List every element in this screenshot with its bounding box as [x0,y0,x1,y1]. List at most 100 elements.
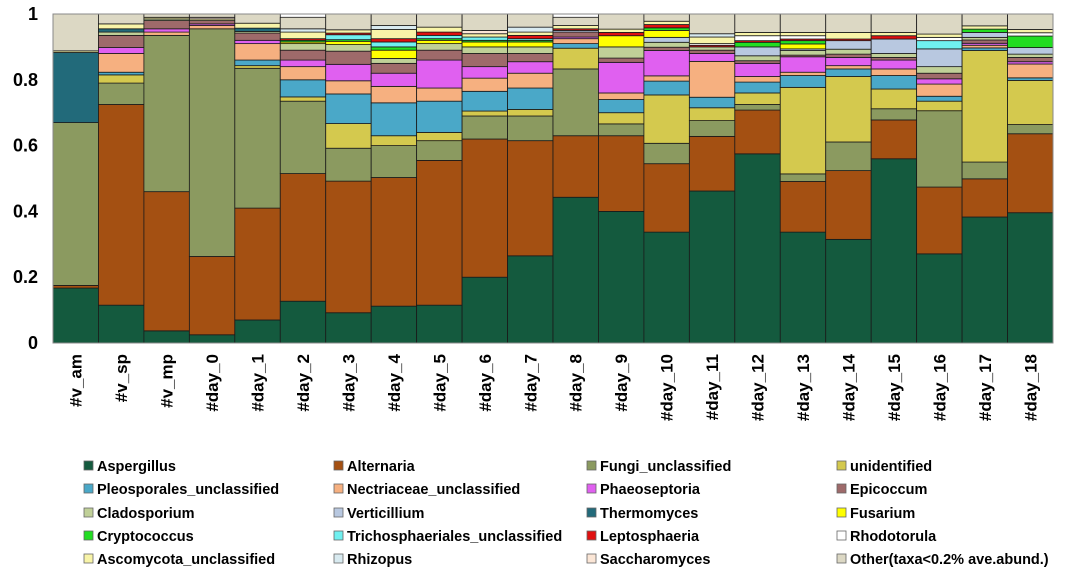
bar-segment-day-16-pleosporales-unclassified [916,95,963,102]
legend-label: Other(taxa<0.2% ave.abund.) [850,552,1049,568]
bar-segment-day-10-verticillium [643,36,690,43]
bar-segment-day-0-fungi-unclassified [188,28,236,257]
bar-segment-v-sp-unidentified [98,74,145,84]
bar-segment-day-5-other-taxa-0-2-ave-abund [416,13,463,28]
bar-segment-v-am-other-taxa-0-2-ave-abund [52,13,99,52]
legend-label: Rhodotorula [850,529,937,545]
y-tick-label: 0.4 [13,201,38,221]
legend-item-alternaria: Alternaria [333,459,416,475]
bar-segment-day-10-cladosporium [643,41,690,48]
bar-segment-day-12-cryptococcus [734,41,781,48]
bar-segment-day-18-cladosporium [1007,53,1054,58]
bar-segment-day-10-epicoccum [643,46,690,51]
legend-label: unidentified [850,459,932,475]
bar-segment-day-4-cryptococcus [370,46,418,51]
bar-segment-day-18-fungi-unclassified [1007,124,1054,135]
bar-segment-day-3-cladosporium [325,44,372,52]
bar-segment-day-4-alternaria [370,177,418,307]
bar-segment-v-mp-phaeoseptoria [143,28,190,33]
bar-segment-v-mp-aspergillus [143,330,190,344]
bar-segment-day-14-aspergillus [825,238,872,344]
bar-segment-day-1-other-taxa-0-2-ave-abund [234,13,281,24]
bar-segment-day-1-aspergillus [234,319,281,344]
bar-segment-day-12-rhodotorula [734,35,781,42]
legend-label: Aspergillus [97,459,176,475]
x-tick-label: #day_11 [703,354,722,420]
legend-item-thermomyces: Thermomyces [586,506,698,522]
y-tick-label: 1 [28,4,38,24]
bar-segment-day-12-pleosporales-unclassified [734,81,781,94]
bar-segment-day-15-cladosporium [870,53,918,58]
bar-segment-day-9-fungi-unclassified [598,123,645,137]
bar-segment-day-2-alternaria [279,173,327,302]
x-tick-label: #day_16 [930,354,949,421]
bar-segment-day-9-other-taxa-0-2-ave-abund [598,13,645,30]
bar-segment-day-9-cladosporium [598,46,645,59]
x-tick-label: #day_12 [749,354,768,421]
legend-label: Cladosporium [97,506,194,522]
bar-segment-day-14-unidentified [825,76,872,143]
bar-segment-day-16-cladosporium [916,66,963,74]
x-tick-label: #day_6 [476,354,495,412]
bar-segment-day-5-leptosphaeria [416,31,463,36]
bar-segment-day-7-alternaria [507,140,554,257]
legend-item-pleosporales-unclassified: Pleosporales_unclassified [83,482,279,498]
bar-segment-day-5-nectriaceae-unclassified [416,87,463,102]
bar-segment-day-13-cladosporium [779,50,827,56]
bar-segment-day-14-phaeoseptoria [825,57,872,67]
bar-segment-day-5-epicoccum [416,49,463,61]
legend-swatch [83,553,94,564]
x-tick-label: #day_7 [521,354,540,412]
bar-segment-day-5-fungi-unclassified [416,140,463,161]
x-axis: #v_am #v_sp #v_mp #day_0 #day_1 #day_2 #day_3 #… [67,353,1041,421]
legend-item-leptosphaeria: Leptosphaeria [586,529,700,545]
bar-segment-day-10-fungi-unclassified [643,142,690,165]
x-tick-label: #v_am [67,354,86,407]
legend-swatch [586,553,597,564]
bar-segment-day-10-nectriaceae-unclassified [643,75,690,82]
legend-swatch [586,460,597,471]
bar-segment-day-16-rhodotorula [916,36,963,42]
bar-segment-day-16-phaeoseptoria [916,78,963,85]
bar-segment-day-2-epicoccum [279,49,327,61]
bar-segment-day-6-cladosporium [461,46,508,54]
legend-swatch [333,507,344,518]
bar-segment-day-2-aspergillus [279,300,327,344]
bar-segment-day-12-verticillium [734,46,781,57]
bar-segment-day-11-aspergillus [688,190,736,344]
bar-segment-day-5-ascomycota-unclassified [416,26,463,33]
legend-label: Thermomyces [600,506,698,522]
bar-segment-day-6-epicoccum [461,53,508,68]
legend-label: Verticillium [347,506,424,522]
bar-segment-day-10-pleosporales-unclassified [643,80,690,96]
bar-segment-day-3-aspergillus [325,312,372,344]
bar-segment-day-13-other-taxa-0-2-ave-abund [779,13,827,33]
legend-item-trichosphaeriales-unclassified: Trichosphaeriales_unclassified [333,529,562,545]
bar-segment-day-17-cryptococcus [961,28,1008,33]
bar-segment-day-7-fungi-unclassified [507,115,554,142]
bar-segment-day-1-pleosporales-unclassified [234,59,281,67]
bar-segment-day-1-thermomyces [234,27,281,32]
bar-segment-day-18-verticillium [1007,47,1054,55]
bar-segment-day-18-aspergillus [1007,212,1054,344]
bar-segment-day-3-fungi-unclassified [325,147,372,182]
legend-item-verticillium: Verticillium [333,506,424,522]
bar-segment-day-4-pleosporales-unclassified [370,102,418,137]
bar-segment-day-17-epicoccum [961,39,1008,44]
bar-segment-day-16-ascomycota-unclassified [916,33,963,38]
legend-item-fusarium: Fusarium [836,506,915,522]
bar-segment-day-0-nectriaceae-unclassified [188,25,236,30]
bar-segment-day-3-nectriaceae-unclassified [325,80,372,95]
bar-segment-day-7-ascomycota-unclassified [507,31,554,36]
bar-segment-day-14-fungi-unclassified [825,141,872,172]
x-tick-label: #day_2 [294,354,313,412]
y-axis: 0 0.2 0.4 0.6 0.8 1 [13,4,38,353]
bar-segment-day-11-unidentified [688,107,736,121]
bar-segment-day-16-unidentified [916,100,963,112]
y-tick-label: 0.8 [13,70,38,90]
bar-segment-day-4-cladosporium [370,58,418,64]
bar-segment-day-5-pleosporales-unclassified [416,100,463,133]
bar-segment-day-15-pleosporales-unclassified [870,75,918,90]
bar-segment-day-12-aspergillus [734,153,781,344]
